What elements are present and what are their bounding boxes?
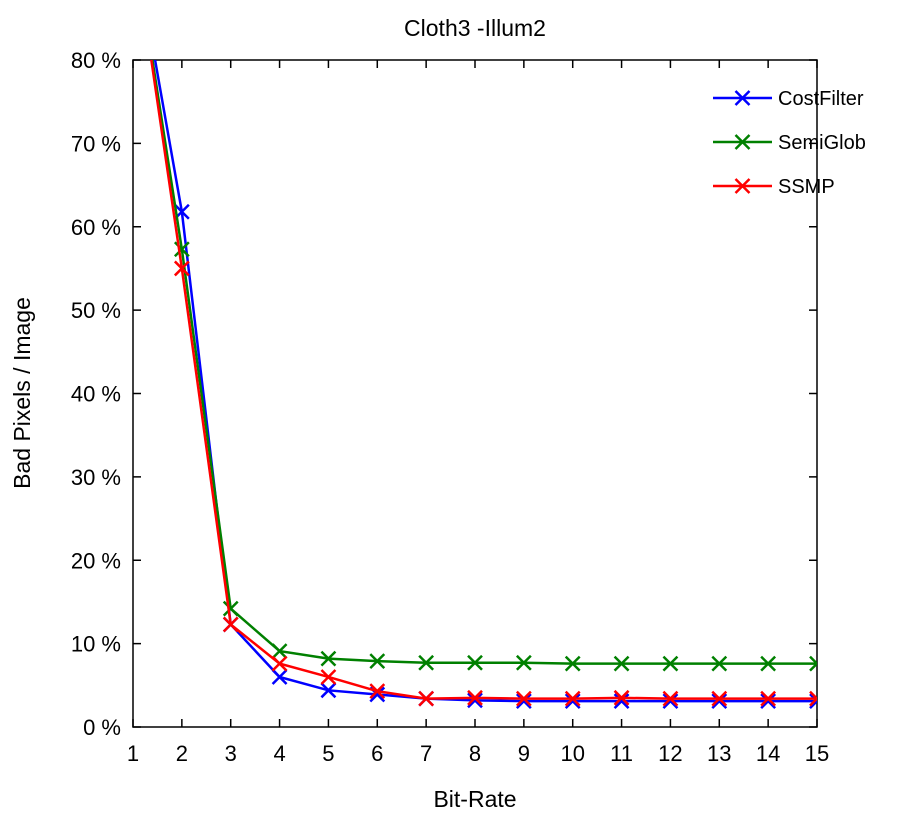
data-point-semiglob <box>418 654 435 671</box>
x-tick-label: 4 <box>273 741 285 766</box>
data-point-ssmp <box>711 690 728 707</box>
data-point-costfilter <box>467 692 483 709</box>
x-tick-label: 7 <box>420 741 432 766</box>
x-tick-label: 11 <box>610 741 633 766</box>
data-point-semiglob <box>222 600 239 617</box>
data-point-semiglob <box>467 654 483 671</box>
data-point-ssmp <box>760 690 777 707</box>
x-tick-label: 1 <box>127 741 139 766</box>
legend-label: SSMP <box>778 176 835 198</box>
series-layer <box>150 60 817 710</box>
data-point-ssmp <box>369 683 386 700</box>
series-line-semiglob <box>151 60 817 665</box>
x-tick-label: 12 <box>658 741 682 766</box>
x-tick-label: 8 <box>469 741 481 766</box>
data-point-costfilter <box>613 693 630 710</box>
y-tick-label: 80 % <box>71 48 121 73</box>
data-point-semiglob <box>515 654 532 671</box>
data-point-costfilter <box>271 669 288 685</box>
data-point-costfilter <box>711 693 728 710</box>
data-point-semiglob <box>662 655 679 672</box>
legend-marker <box>734 90 751 106</box>
data-point-ssmp <box>320 669 337 685</box>
legend-label: CostFilter <box>778 88 864 110</box>
data-point-ssmp <box>613 689 630 706</box>
data-point-ssmp <box>418 690 435 707</box>
y-tick-label: 20 % <box>71 548 121 573</box>
data-point-ssmp <box>809 690 817 707</box>
x-axis-title: Bit-Rate <box>433 786 516 812</box>
y-tick-label: 70 % <box>71 131 121 156</box>
data-point-semiglob <box>711 655 728 672</box>
x-tick-label: 9 <box>518 741 530 766</box>
y-tick-label: 30 % <box>71 465 121 490</box>
x-tick-label: 6 <box>371 741 383 766</box>
data-point-semiglob <box>809 655 817 672</box>
x-tick-label: 2 <box>176 741 188 766</box>
data-point-semiglob <box>760 655 777 672</box>
y-tick-label: 50 % <box>71 298 121 323</box>
y-tick-label: 40 % <box>71 382 121 407</box>
legend-marker <box>734 134 751 150</box>
legend-label: SemiGlob <box>778 132 866 154</box>
data-point-costfilter <box>662 693 679 710</box>
chart-title: Cloth3 -Illum2 <box>404 15 546 41</box>
data-point-semiglob <box>564 655 581 672</box>
data-point-ssmp <box>271 655 288 672</box>
data-point-costfilter <box>760 693 777 710</box>
data-point-semiglob <box>369 653 386 670</box>
data-point-ssmp <box>222 616 239 633</box>
data-point-semiglob <box>613 655 630 672</box>
data-point-costfilter <box>564 693 581 710</box>
data-point-costfilter <box>809 693 817 710</box>
x-tick-label: 15 <box>805 741 829 766</box>
legend: CostFilter SemiGlob SSMP <box>713 88 866 198</box>
x-tick-label: 5 <box>322 741 334 766</box>
y-tick-label: 10 % <box>71 632 121 657</box>
y-tick-label: 0 % <box>83 715 121 740</box>
data-point-costfilter <box>320 682 337 699</box>
y-axis-title: Bad Pixels / Image <box>9 297 35 489</box>
data-point-ssmp <box>173 260 190 277</box>
axis-ticks: 1 2 3 4 5 6 7 8 9 10 11 12 13 14 150 %10 %20 %30 %40 %… <box>71 48 829 766</box>
data-point-ssmp <box>515 690 532 707</box>
x-tick-label: 3 <box>225 741 237 766</box>
series-line-costfilter <box>153 60 817 703</box>
data-point-ssmp <box>662 690 679 707</box>
series-line-ssmp <box>150 60 817 700</box>
y-tick-label: 60 % <box>71 215 121 240</box>
x-tick-label: 13 <box>707 741 731 766</box>
data-point-ssmp <box>467 689 483 706</box>
data-point-semiglob <box>271 643 288 660</box>
legend-marker <box>734 178 751 194</box>
data-point-ssmp <box>564 690 581 707</box>
x-tick-label: 10 <box>560 741 584 766</box>
x-tick-label: 14 <box>756 741 780 766</box>
data-point-semiglob <box>320 650 337 667</box>
data-point-costfilter <box>515 693 532 710</box>
